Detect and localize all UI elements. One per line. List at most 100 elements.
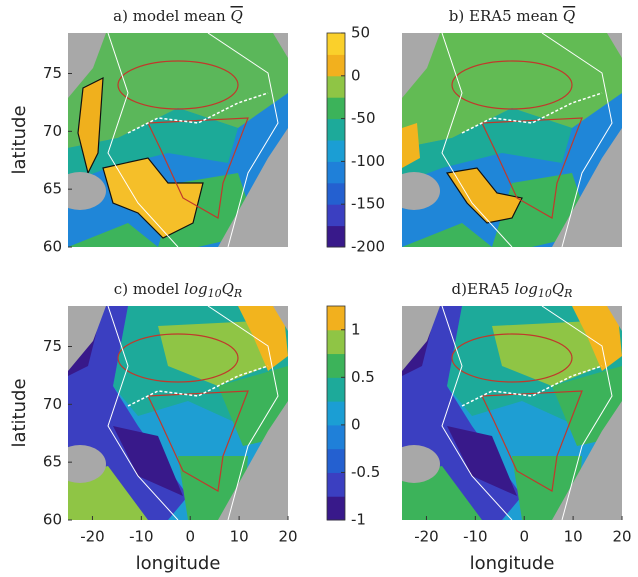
contour <box>117 333 239 383</box>
land <box>68 172 106 210</box>
colorbar-band <box>327 306 345 331</box>
colorbar-band <box>327 353 345 378</box>
x-axis-label: longitude <box>136 553 221 574</box>
contour <box>127 92 269 134</box>
y-tick-label: 75 <box>43 64 62 82</box>
math-var-sub: R <box>233 287 242 300</box>
contour <box>481 117 583 219</box>
map-field <box>402 33 622 247</box>
field-region <box>552 128 622 247</box>
field-region <box>273 306 288 331</box>
x-tick-label: 20 <box>278 528 297 546</box>
contour <box>481 390 583 492</box>
field-region <box>68 108 238 183</box>
contour <box>451 60 573 110</box>
contour <box>107 33 179 247</box>
colorbar-frame <box>326 32 346 248</box>
field-region <box>447 426 517 496</box>
x-tick-label: 20 <box>612 528 631 546</box>
y-tick-label: 60 <box>43 238 62 256</box>
field-region <box>218 128 288 247</box>
colorbar-band <box>327 472 345 497</box>
field-region <box>113 426 183 496</box>
panel-title: c) model log10QR <box>114 280 242 300</box>
math-base: log <box>184 280 207 298</box>
panel-title: b) ERA5 mean Q <box>449 7 575 25</box>
colorbar-band <box>327 401 345 426</box>
title-text: b) ERA5 mean <box>449 7 559 25</box>
contour <box>461 365 603 407</box>
field-region <box>77 76 104 175</box>
contour <box>441 33 513 247</box>
map-layers <box>68 306 288 520</box>
colorbar-band <box>327 161 345 184</box>
field-region <box>402 108 572 183</box>
field-region <box>238 306 288 371</box>
contour <box>541 33 613 247</box>
colorbar-tick-label: 1 <box>351 320 361 338</box>
colorbar-band <box>327 33 345 55</box>
y-tick-label: 65 <box>43 180 62 198</box>
map-layers <box>402 33 622 247</box>
field-region <box>552 401 622 520</box>
colorbar-tick-label: -50 <box>351 109 376 127</box>
y-axis-label: latitude <box>9 378 30 447</box>
field-region <box>68 223 158 247</box>
contour <box>127 365 269 407</box>
x-tick-label: 10 <box>564 528 583 546</box>
field-region <box>68 306 106 371</box>
colorbar-band <box>327 377 345 402</box>
field-region <box>445 167 523 224</box>
field-region <box>102 157 204 239</box>
math-var-sub: R <box>563 287 572 300</box>
field-region <box>158 321 268 386</box>
colorbar-tick-label: -1 <box>351 511 366 529</box>
math-var: Q <box>222 280 234 298</box>
field-region <box>402 33 440 98</box>
colorbar-band <box>327 54 345 77</box>
colorbar-tick-label: 0 <box>351 415 361 433</box>
field-region <box>572 306 622 371</box>
math-sub: 10 <box>208 287 222 300</box>
colorbar-tick-label: -0.5 <box>351 463 380 481</box>
y-tick-label: 75 <box>43 337 62 355</box>
title-text: a) model mean <box>113 7 226 25</box>
field-region <box>402 223 492 247</box>
field-region <box>552 366 622 446</box>
field-region <box>492 321 602 386</box>
contour <box>451 333 573 383</box>
x-tick-label: 0 <box>519 528 529 546</box>
y-axis-label: latitude <box>9 105 30 174</box>
land <box>402 445 440 483</box>
colorbar-band <box>327 424 345 450</box>
x-tick-label: 10 <box>230 528 249 546</box>
colorbar-band <box>327 97 345 120</box>
x-tick-label: -10 <box>129 528 154 546</box>
field-region <box>68 33 106 98</box>
colorbar-band <box>327 118 345 141</box>
contour <box>147 390 249 492</box>
x-tick-label: -20 <box>80 528 105 546</box>
colorbar-tick-label: -200 <box>351 238 385 256</box>
contour <box>207 306 279 520</box>
panel-title: a) model mean Q <box>113 7 243 25</box>
contour <box>107 306 179 520</box>
colorbar-tick-label: -100 <box>351 152 385 170</box>
math-var: Q <box>231 7 243 25</box>
map-field <box>68 306 288 520</box>
colorbar-band <box>327 75 345 98</box>
colorbar-band <box>327 140 345 162</box>
colorbar-band <box>327 329 345 355</box>
map-layers <box>402 306 622 520</box>
field-region <box>607 33 622 58</box>
colorbar-tick-label: 50 <box>351 24 370 42</box>
map-field <box>402 306 622 520</box>
y-tick-label: 60 <box>43 511 62 529</box>
colorbar-frame <box>326 305 346 521</box>
math-var: Q <box>563 7 575 25</box>
contour <box>461 92 603 134</box>
math-sub: 10 <box>538 287 552 300</box>
colorbar-band <box>327 204 345 227</box>
title-text: d)ERA5 <box>452 280 510 298</box>
